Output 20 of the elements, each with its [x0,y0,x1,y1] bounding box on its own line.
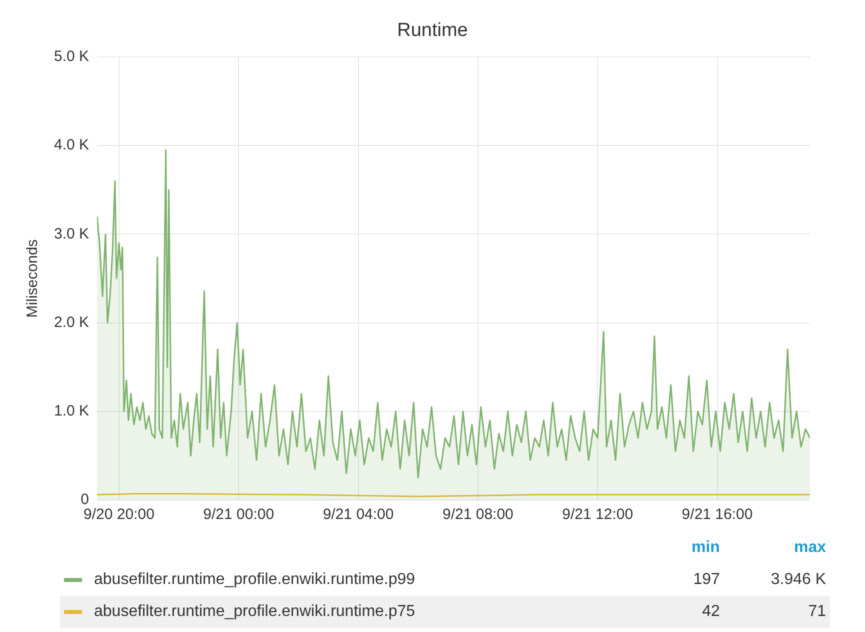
x-tick-label: 9/21 00:00 [203,506,274,524]
chart-title: Runtime [396,20,469,42]
x-tick-label: 9/21 04:00 [322,506,394,524]
text: 3.946 K [770,570,827,590]
x-tick-label: 9/21 08:00 [442,506,514,524]
x-tick-label: 9/21 12:00 [562,506,634,524]
x-tick-label: 9/21 16:00 [682,506,753,524]
legend-label: abusefilter.runtime_profile.enwiki.runtime.p99 [93,570,416,590]
x-tick-label: 9/20 20:00 [84,506,154,524]
y-tick-label: 5.0 K [54,48,90,66]
y-tick-label: 1.0 K [54,402,90,420]
text: max [792,538,827,558]
y-tick-label: 4.0 K [54,136,90,154]
text: 197 [692,570,721,590]
text: min [690,538,721,558]
legend-label: abusefilter.runtime_profile.enwiki.runtime.p75 [93,602,416,622]
y-tick-label: 0 [80,491,90,508]
y-tick-label: 3.0 K [54,225,90,242]
y-axis-title: Miliseconds [24,239,42,318]
y-tick-label: 2.0 K [54,314,90,331]
